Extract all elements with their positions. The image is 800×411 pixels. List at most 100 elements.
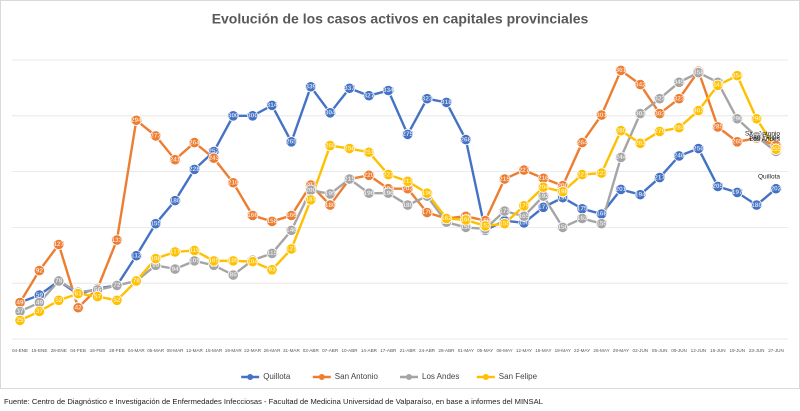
value-label: 196 [422,190,433,197]
value-label: 256 [344,145,355,152]
point [499,205,511,217]
value-label: 300 [228,113,239,120]
x-tick-label: 05-MAY [477,348,493,353]
x-tick-label: 04-MAR [128,348,146,353]
x-tick-label: 27-JUN [768,348,784,353]
point [247,209,259,222]
value-label: 323 [674,95,685,102]
point [188,163,201,175]
value-label: 166 [247,212,258,219]
point [576,212,588,225]
point [557,221,569,233]
point [169,154,181,166]
value-label: 264 [577,139,588,146]
point [227,177,239,189]
point [285,136,297,148]
x-tick-label: 05-JUN [652,348,668,353]
point [499,218,511,230]
point [712,180,724,193]
point [712,121,724,133]
value-label: 177 [538,204,549,211]
point [305,81,317,93]
point [731,70,743,82]
value-label: 59 [36,292,44,299]
point [208,255,220,267]
value-label: 49 [16,299,24,306]
value-label: 221 [383,171,394,178]
point [188,136,201,149]
point [421,187,433,199]
value-label: 273 [150,133,161,140]
point [634,189,646,201]
point [654,93,666,105]
x-tick-label: 05-MAR [147,348,165,353]
point [247,256,259,268]
x-tick-label: 10-ABR [341,348,358,353]
value-label: 265 [732,139,743,146]
value-label: 216 [538,175,549,182]
value-label: 105 [208,258,219,265]
point [751,113,763,125]
x-tick-label: 16-FEB [90,348,106,353]
value-label: 78 [55,278,63,285]
x-tick-label: 28-ENE [51,348,67,353]
value-label: 260 [325,142,336,149]
point [537,181,549,193]
point [324,199,336,211]
point [751,131,763,143]
value-label: 303 [654,110,665,117]
point [14,314,26,326]
value-label: 228 [189,166,200,173]
value-label: 358 [693,69,704,76]
value-label: 339 [305,84,316,91]
series-end-label: Los Andes [750,136,781,143]
value-label: 166 [286,212,297,219]
value-label: 180 [325,202,336,209]
series-end-label: Quillota [758,173,780,180]
value-label: 57 [94,293,102,300]
value-label: 198 [557,188,568,195]
point [673,150,685,162]
point [654,125,666,138]
value-label: 201 [615,186,626,193]
value-label: 323 [422,95,433,102]
legend-label: Los Andes [422,372,459,381]
chart-frame [0,0,800,389]
x-tick-label: 28-ABR [438,348,455,353]
value-label: 227 [519,167,530,174]
value-label: 25 [16,317,24,324]
x-tick-label: 29-MAY [613,348,629,353]
value-label: 156 [519,220,530,227]
value-label: 112 [131,252,142,259]
point [479,220,491,232]
value-label: 52 [113,297,121,304]
point [440,212,453,225]
value-label: 99 [152,262,160,269]
x-tick-label: 19-MAR [225,348,243,353]
value-label: 268 [460,136,471,143]
value-label: 294 [131,117,142,124]
point [53,294,65,306]
value-label: 155 [150,220,161,227]
value-label: 152 [480,223,491,230]
x-tick-label: 21-ABR [400,348,417,353]
value-label: 204 [538,184,549,191]
value-label: 170 [422,209,433,216]
x-tick-label: 04-ENE [12,348,28,353]
point [615,183,627,196]
series-line [19,84,777,304]
point [402,199,414,211]
value-label: 284 [674,124,685,131]
value-label: 94 [171,266,179,273]
value-label: 115 [267,250,278,257]
series-end-label: San Antonio [745,130,780,137]
point [130,250,142,262]
series-line [19,73,778,322]
legend-label: San Antonio [335,372,379,381]
point [382,84,394,97]
x-tick-label: 24-ABR [419,348,436,353]
value-label: 194 [635,191,646,198]
point [285,224,297,236]
value-label: 37 [16,308,24,315]
